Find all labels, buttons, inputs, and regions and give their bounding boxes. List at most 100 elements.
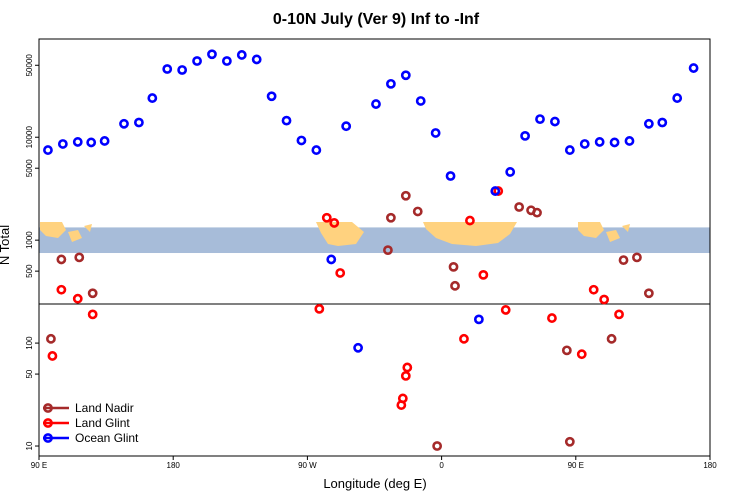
- data-point: [87, 309, 98, 320]
- data-point: [177, 65, 188, 75]
- data-point: [588, 284, 599, 295]
- data-point: [550, 116, 560, 127]
- data-point: [579, 139, 590, 149]
- data-point: [500, 305, 511, 315]
- y-tick-label: 10000: [25, 126, 34, 149]
- data-points: [43, 49, 699, 451]
- data-point: [72, 137, 83, 147]
- x-tick-label: 90 E: [31, 461, 47, 470]
- y-tick-label: 500: [25, 264, 34, 278]
- x-tick-label: 180: [167, 461, 181, 470]
- data-point: [321, 212, 332, 223]
- data-point: [353, 342, 363, 353]
- data-point: [564, 145, 575, 155]
- data-point: [192, 56, 202, 66]
- data-point: [47, 351, 58, 361]
- data-point: [314, 303, 325, 314]
- data-point: [386, 78, 396, 89]
- data-point: [445, 171, 456, 181]
- y-axis: 10 50 100 500 1000 5000 10000 50000: [25, 54, 39, 450]
- data-point: [99, 136, 110, 146]
- data-point: [624, 136, 635, 146]
- data-point: [618, 255, 629, 266]
- data-point: [74, 252, 85, 263]
- data-point: [564, 436, 575, 447]
- data-point: [311, 145, 322, 155]
- data-point: [599, 294, 610, 305]
- data-point: [402, 362, 413, 373]
- data-point: [56, 284, 67, 295]
- data-point: [643, 118, 654, 129]
- data-point: [56, 254, 67, 265]
- y-tick-label: 10: [25, 441, 34, 450]
- data-point: [505, 167, 516, 177]
- y-tick-label: 50: [25, 369, 34, 378]
- data-point: [430, 128, 441, 138]
- data-point: [207, 49, 217, 60]
- data-point: [672, 93, 683, 103]
- data-point: [614, 309, 624, 320]
- data-point: [688, 63, 699, 73]
- data-point: [266, 91, 277, 102]
- data-point: [386, 212, 396, 223]
- data-point: [473, 314, 484, 325]
- data-point: [57, 139, 68, 149]
- data-point: [383, 245, 393, 256]
- data-point: [576, 349, 587, 360]
- data-point: [236, 50, 247, 60]
- data-point: [281, 115, 292, 126]
- data-point: [43, 145, 53, 155]
- data-point: [400, 190, 411, 201]
- data-point: [520, 131, 531, 141]
- data-point: [162, 64, 173, 74]
- chart-title: 0-10N July (Ver 9) Inf to -Inf: [273, 11, 480, 28]
- data-point: [46, 333, 56, 344]
- series-land-nadir: [46, 190, 654, 451]
- x-tick-label: 0: [439, 461, 444, 470]
- y-axis-label: N Total: [0, 225, 12, 265]
- data-point: [609, 137, 620, 148]
- legend-marker: [43, 403, 53, 413]
- data-point: [221, 56, 232, 66]
- land-mass-south-america: [316, 222, 364, 246]
- data-point: [561, 345, 572, 356]
- data-point: [478, 269, 489, 280]
- legend-marker: [43, 433, 53, 443]
- data-point: [547, 313, 557, 323]
- y-tick-label: 100: [25, 336, 34, 350]
- data-point: [86, 137, 97, 148]
- data-point: [296, 135, 307, 146]
- data-point: [329, 218, 340, 228]
- y-tick-label: 50000: [25, 54, 34, 77]
- land-band: [39, 222, 710, 254]
- x-tick-label: 90 W: [298, 461, 317, 470]
- x-tick-label: 180: [703, 461, 717, 470]
- data-point: [87, 288, 98, 299]
- data-point: [412, 206, 423, 217]
- data-point: [341, 121, 352, 132]
- land-mass-indonesia-left: [40, 222, 92, 242]
- data-point: [400, 70, 411, 81]
- data-point: [448, 261, 459, 272]
- x-tick-label: 90 E: [568, 461, 584, 470]
- data-point: [415, 96, 426, 106]
- plot-frame: [38, 38, 711, 457]
- x-axis-label: Longitude (deg E): [323, 476, 426, 491]
- data-point: [72, 293, 83, 304]
- land-mass-africa: [423, 222, 517, 246]
- legend-marker: [43, 418, 53, 428]
- data-point: [657, 117, 668, 128]
- data-point: [400, 371, 411, 381]
- data-point: [134, 117, 144, 128]
- data-point: [147, 93, 158, 103]
- y-tick-label: 1000: [25, 231, 34, 249]
- legend-label: Land Glint: [75, 416, 130, 430]
- data-point: [532, 207, 542, 218]
- data-point: [514, 202, 525, 212]
- data-point: [594, 137, 605, 147]
- series-land-glint: [47, 186, 624, 410]
- data-point: [490, 186, 501, 196]
- data-point: [371, 99, 381, 109]
